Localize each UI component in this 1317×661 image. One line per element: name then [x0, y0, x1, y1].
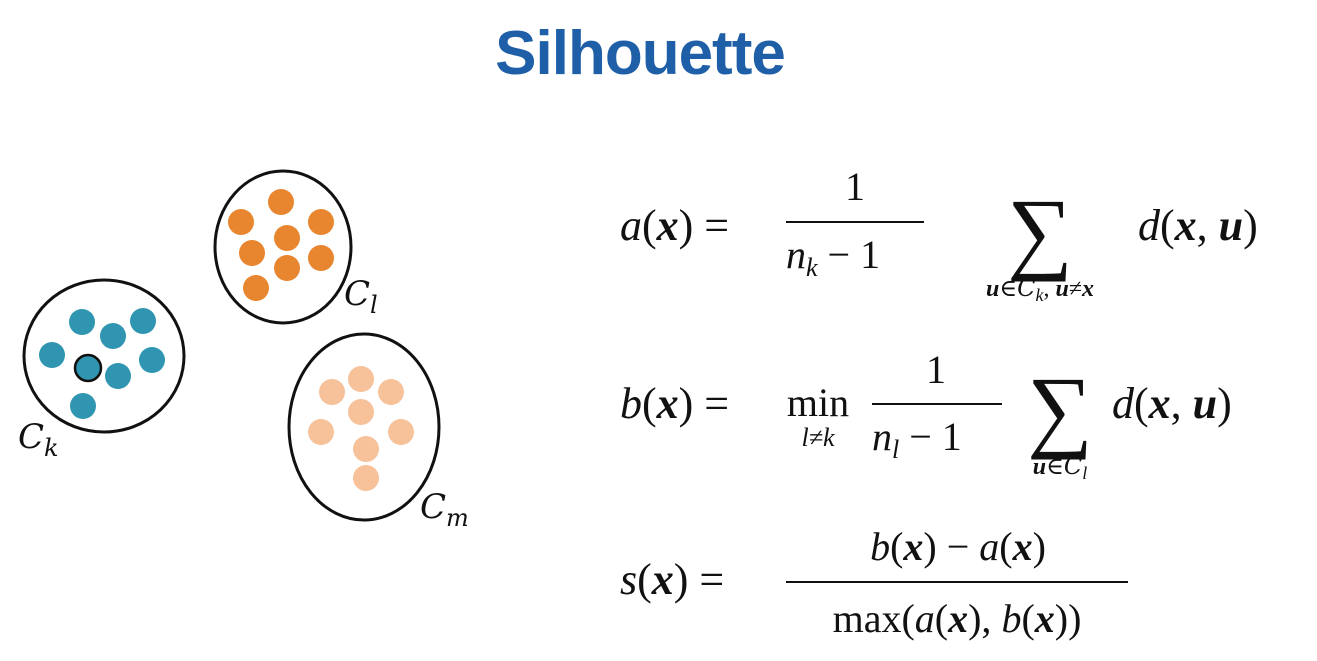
formula-b-numerator: 1: [926, 347, 946, 392]
formula-a: a(x) = 1 nk − 1 ∑ u∈Ck, u≠x d(x, u): [620, 164, 1258, 305]
page-title: Silhouette: [495, 19, 786, 88]
formula-a-lhs: a(x) =: [620, 201, 729, 250]
formula-b-sum-subscript: u∈Cl: [1033, 452, 1088, 483]
cluster-k-point: [69, 309, 95, 335]
cluster-k-point: [70, 393, 96, 419]
cluster-l-point: [274, 255, 300, 281]
formula-b-sum-symbol: ∑: [1027, 358, 1093, 460]
cluster-m-point: [348, 366, 374, 392]
formula-b-denominator: nl − 1: [872, 414, 962, 464]
formula-b-min: min: [787, 380, 849, 425]
formula-a-term: d(x, u): [1138, 201, 1258, 250]
highlighted-point-x: [73, 353, 103, 383]
cluster-k-point: [130, 308, 156, 334]
formula-a-denominator: nk − 1: [786, 232, 880, 282]
cluster-m-point: [308, 419, 334, 445]
cluster-m-point: [388, 419, 414, 445]
cluster-k-boundary: [22, 278, 186, 434]
cluster-l-point: [308, 209, 334, 235]
formula-b-lhs: b(x) =: [620, 379, 729, 428]
cluster-k-point: [39, 342, 65, 368]
cluster-l-label: Cl: [344, 274, 378, 319]
formula-b-term: d(x, u): [1112, 379, 1232, 428]
formula-a-sum-symbol: ∑: [1007, 180, 1073, 282]
cluster-l: [213, 169, 353, 325]
cluster-l-point: [308, 245, 334, 271]
formula-s: s(x) = b(x) − a(x) max(a(x), b(x)): [620, 524, 1128, 641]
cluster-k-point: [105, 363, 131, 389]
cluster-m-point: [353, 465, 379, 491]
cluster-m-point: [348, 399, 374, 425]
formula-s-numerator: b(x) − a(x): [870, 524, 1046, 569]
formula-s-lhs: s(x) =: [620, 555, 724, 604]
cluster-m: [287, 332, 441, 522]
cluster-l-boundary: [213, 169, 353, 325]
cluster-l-point: [228, 209, 254, 235]
cluster-k-label: Ck: [18, 417, 59, 462]
formula-a-sum-subscript: u∈Ck, u≠x: [986, 274, 1094, 305]
cluster-m-boundary: [287, 332, 441, 522]
cluster-k-point: [100, 323, 126, 349]
formula-a-numerator: 1: [845, 164, 865, 209]
cluster-l-point: [239, 240, 265, 266]
cluster-k-point: [139, 347, 165, 373]
cluster-l-point: [274, 225, 300, 251]
formula-b-min-subscript: l≠k: [801, 423, 834, 452]
cluster-m-label: Cm: [420, 487, 469, 532]
formula-b: b(x) = min l≠k 1 nl − 1 ∑ u∈Cl d(x, u): [620, 347, 1232, 483]
cluster-m-point: [353, 436, 379, 462]
cluster-l-point: [243, 275, 269, 301]
cluster-m-point: [378, 379, 404, 405]
cluster-k: [22, 278, 186, 434]
cluster-m-point: [319, 379, 345, 405]
formula-s-denominator: max(a(x), b(x)): [833, 596, 1082, 641]
cluster-l-point: [268, 189, 294, 215]
